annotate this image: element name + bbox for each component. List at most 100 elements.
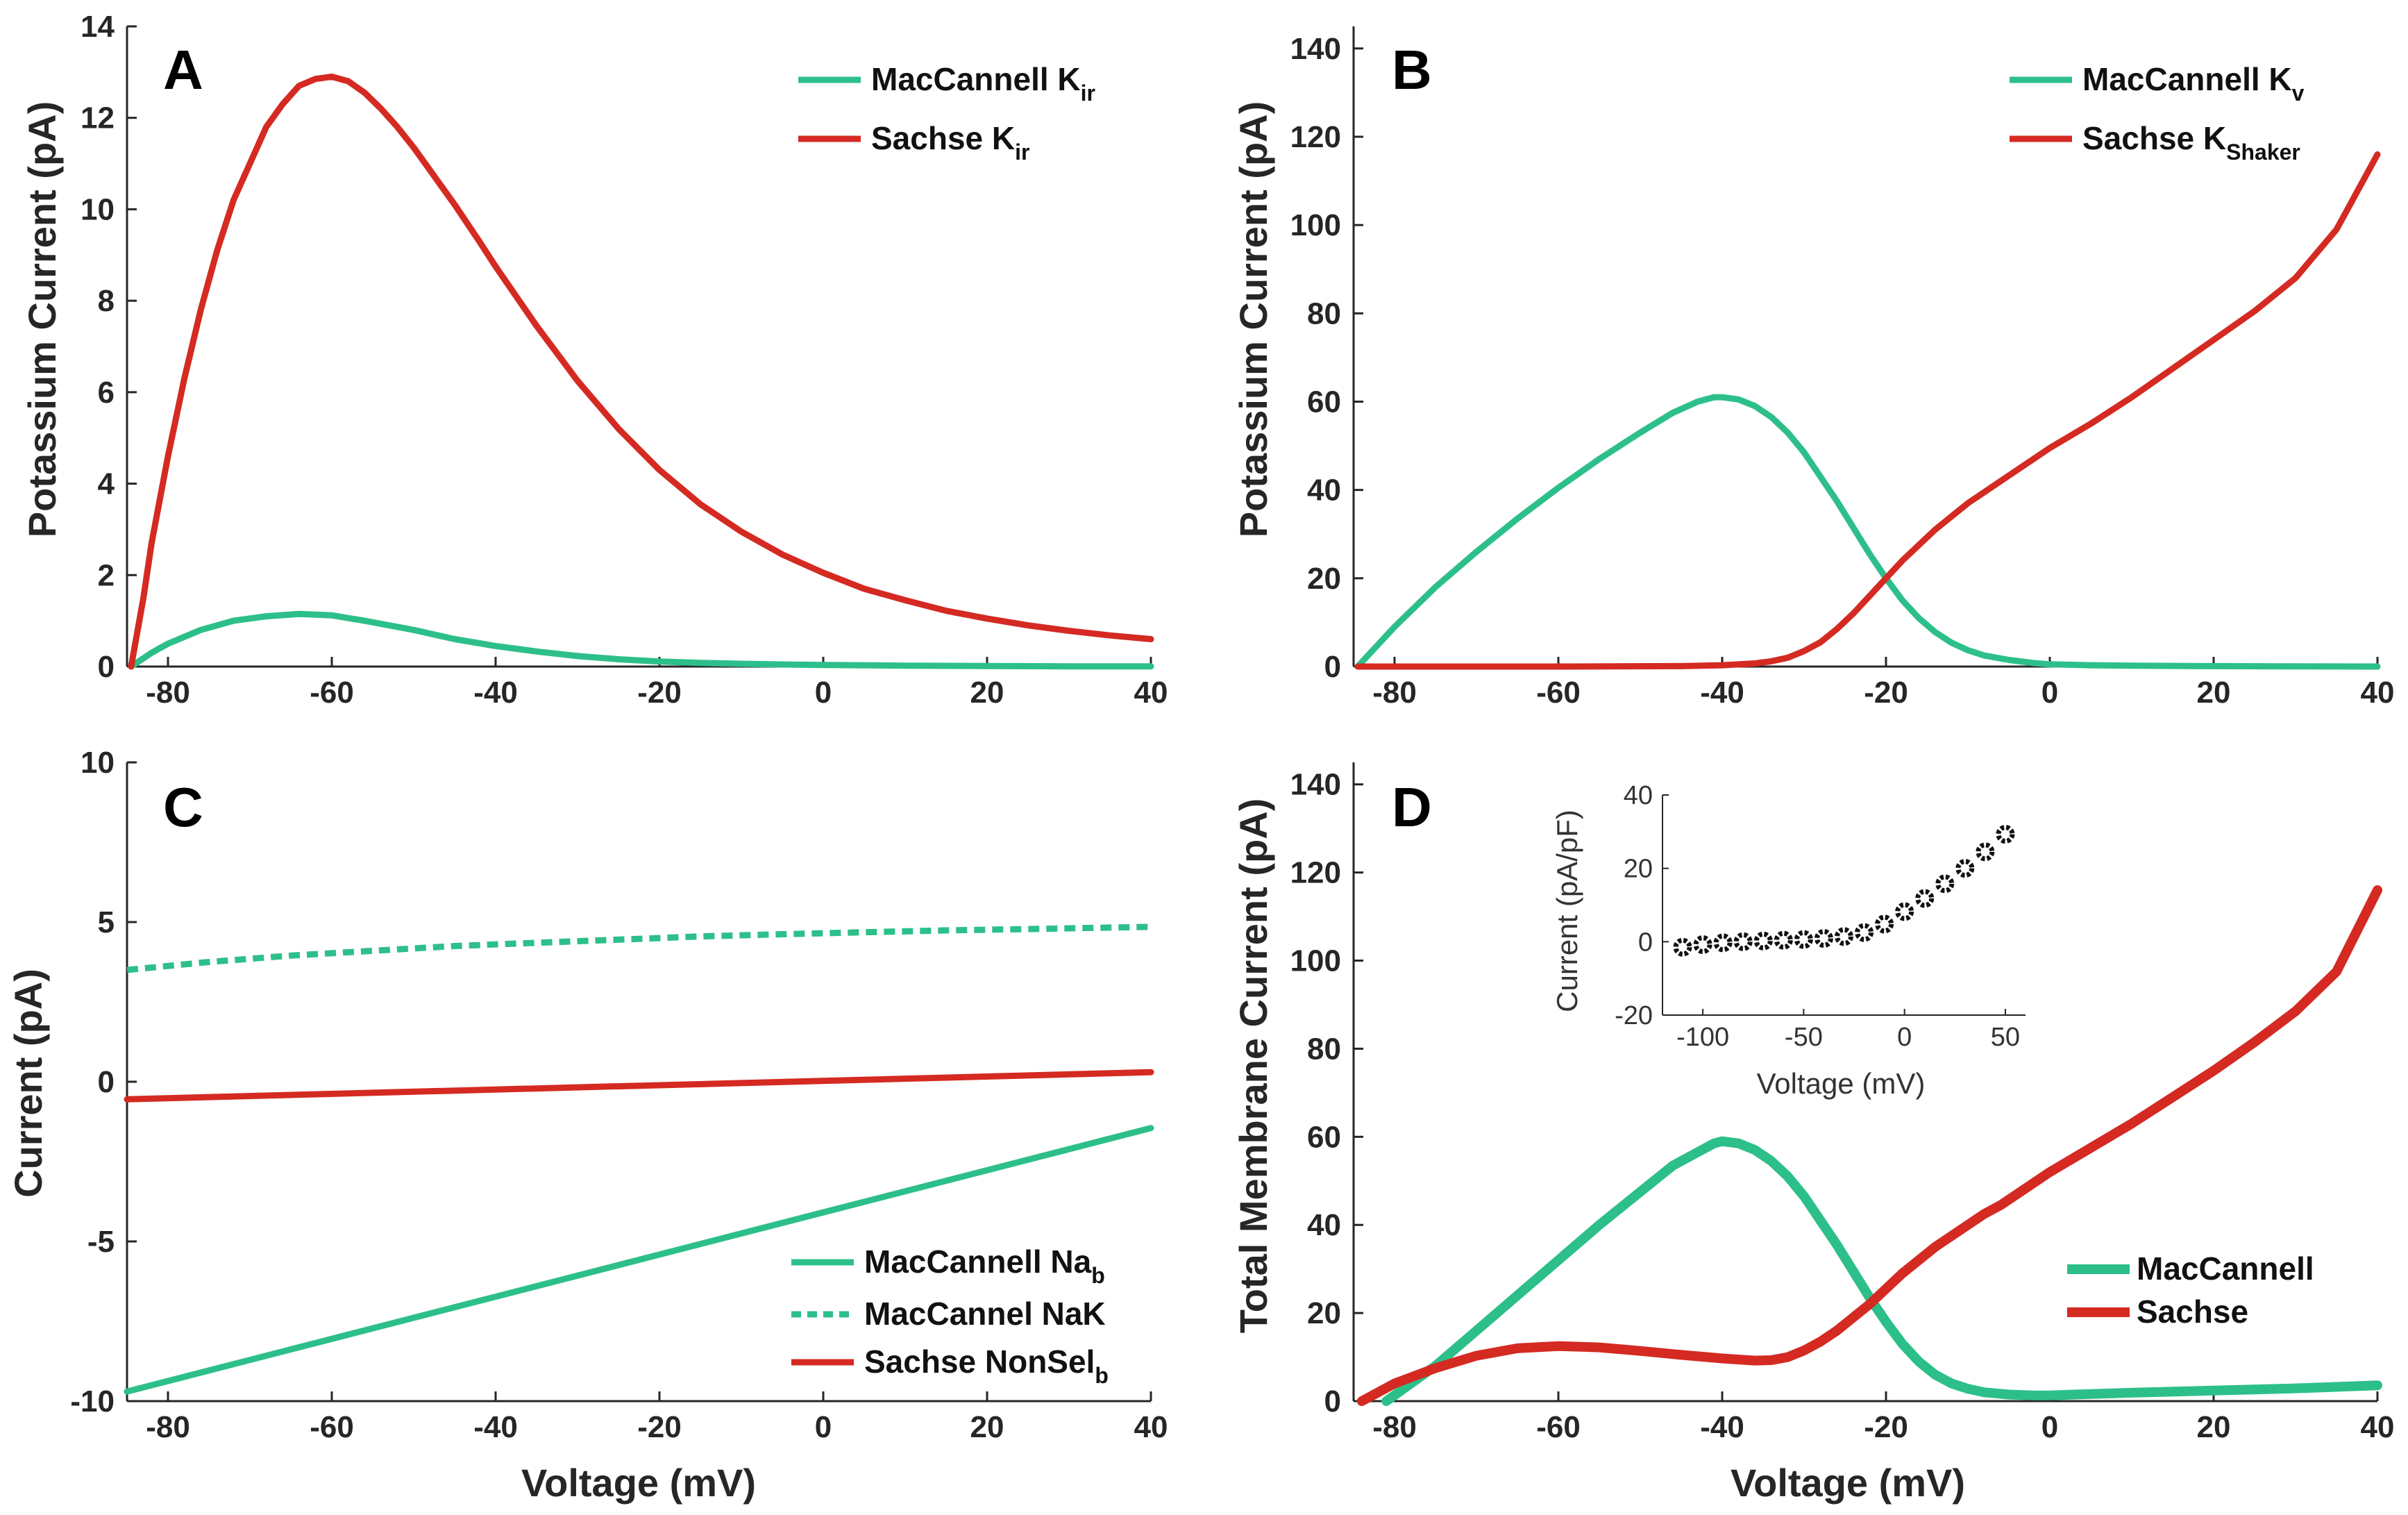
panel-d-inset-data-point (1835, 927, 1853, 946)
panel-a-y-tick-label: 14 (81, 10, 115, 44)
panel-d-inset-y-tick-label: 40 (1624, 781, 1653, 810)
panel-a-y-tick-label: 8 (98, 284, 115, 318)
panel-d-legend: MacCannell Sachse (2067, 1250, 2314, 1330)
panel-b-series-sachse-k-shaker-line (1354, 151, 2381, 670)
panel-a-y-tick-label: 12 (81, 101, 115, 135)
panel-d-x-tick-label: -20 (1864, 1410, 1908, 1444)
panel-d-inset-data-point (1915, 889, 1935, 908)
panel-d-inset-data-point (1774, 930, 1793, 950)
panel-c-y-axis-label: Current (pA) (6, 969, 50, 1198)
panel-d-y-tick-label: 20 (1307, 1296, 1341, 1330)
panel-d-inset-data-point (1875, 914, 1894, 934)
panel-d-inset-data-point (1895, 902, 1914, 921)
panel-b-legend-sachse: Sachse KShaker (2082, 120, 2300, 165)
panel-c-legend-maccannel-nak: MacCannel NaK (864, 1296, 1106, 1332)
panel-d-inset-data-point (1814, 929, 1833, 948)
panel-d-plot-area: -80 -60 -40 -20 0 20 40 0 20 40 60 80 100 120 140 (1290, 762, 2395, 1444)
panel-d-y-tick-label: 0 (1324, 1384, 1341, 1418)
panel-d: -80 -60 -40 -20 0 20 40 0 20 40 60 80 100 120 140 D To… (1231, 762, 2394, 1505)
panel-d-x-tick-label: -60 (1536, 1410, 1581, 1444)
panel-d-y-tick-label: 40 (1307, 1208, 1341, 1242)
panel-c-x-tick-label: -80 (146, 1410, 190, 1444)
panel-a-series-sachse-k-ir-line (128, 73, 1154, 670)
panel-d-y-tick-label: 100 (1290, 944, 1341, 978)
panel-a-x-tick-label: 0 (815, 676, 832, 710)
panel-d-inset-data-point (1976, 842, 1995, 862)
panel-d-y-tick-label: 120 (1290, 856, 1341, 890)
panel-a-legend-maccannell: MacCannell Kir (871, 61, 1095, 106)
panel-a-y-tick-label: 6 (98, 376, 115, 410)
panel-b-y-tick-label: 60 (1307, 385, 1341, 419)
panel-b-series-maccannell-k-v-line (1354, 394, 2381, 670)
panel-a-x-tick-label: 40 (1134, 676, 1168, 710)
panel-c-y-tick-label: 0 (98, 1065, 115, 1099)
panel-d-inset-data-point (1935, 874, 1955, 894)
panel-c-x-tick-label: -20 (637, 1410, 682, 1444)
panel-b-y-tick-label: 0 (1324, 650, 1341, 684)
panel-a-y-tick-label: 0 (98, 650, 115, 684)
panel-c-x-axis-label: Voltage (mV) (521, 1461, 756, 1505)
panel-d-legend-maccannell: MacCannell (2137, 1250, 2314, 1287)
panel-c-x-tick-label: -60 (310, 1410, 354, 1444)
panel-d-y-tick-label: 60 (1307, 1120, 1341, 1154)
panel-d-x-tick-label: -40 (1700, 1410, 1744, 1444)
panel-d-inset-x-tick-label: -50 (1785, 1023, 1823, 1052)
panel-b-x-tick-label: -80 (1372, 676, 1417, 710)
panel-b-x-tick-label: 20 (2197, 676, 2231, 710)
panel-d-inset-x-axis-label: Voltage (mV) (1757, 1067, 1926, 1100)
panel-d-inset-y-tick-label: 0 (1638, 928, 1653, 957)
panel-d-inset-plot-area: -100 -50 0 50 -20 0 20 40 (1615, 781, 2026, 1052)
panel-d-x-tick-label: 20 (2197, 1410, 2231, 1444)
panel-a-x-tick-label: 20 (970, 676, 1004, 710)
panel-d-x-tick-label: 40 (2361, 1410, 2395, 1444)
panel-d-legend-sachse: Sachse (2137, 1294, 2248, 1330)
panel-d-y-tick-label: 140 (1290, 768, 1341, 802)
panel-d-inset-y-tick-label: -20 (1615, 1001, 1653, 1030)
panel-c-legend: MacCannell Nab MacCannel NaK Sachse NonS… (791, 1244, 1109, 1388)
panel-d-inset-data-point (1996, 825, 2015, 844)
panel-b-x-tick-label: -60 (1536, 676, 1581, 710)
panel-d-inset-x-tick-label: 50 (1991, 1023, 2020, 1052)
panel-a-y-tick-label: 2 (98, 558, 115, 592)
panel-d-y-tick-label: 80 (1307, 1032, 1341, 1066)
panel-b-letter: B (1392, 39, 1432, 101)
panel-c-legend-maccannell-nab: MacCannell Nab (864, 1244, 1105, 1288)
panel-b-y-tick-label: 20 (1307, 562, 1341, 596)
panel-c-legend-sachse-nonselb: Sachse NonSelb (864, 1344, 1109, 1388)
panel-b-y-tick-label: 100 (1290, 208, 1341, 242)
panel-d-inset-data-point (1753, 931, 1773, 951)
panel-a-y-tick-label: 10 (81, 192, 115, 226)
panel-d-inset-y-tick-label: 20 (1624, 855, 1653, 884)
panel-a-letter: A (163, 39, 203, 101)
panel-a-plot-area: -80 -60 -40 -20 0 20 40 0 2 4 6 8 10 12 14 (81, 10, 1168, 710)
panel-a-legend-sachse: Sachse Kir (871, 120, 1029, 165)
panel-c-y-tick-label: -10 (70, 1384, 115, 1418)
panel-c-x-tick-label: 20 (970, 1410, 1004, 1444)
panel-d-x-tick-label: 0 (2041, 1410, 2058, 1444)
panel-d-inset-x-tick-label: 0 (1897, 1023, 1912, 1052)
panel-d-inset-data-point (1794, 930, 1813, 949)
panel-d-inset-data-point (1733, 932, 1753, 951)
panel-b-x-tick-label: -40 (1700, 676, 1744, 710)
panel-a-legend: MacCannell Kir Sachse Kir (798, 61, 1095, 165)
panel-d-inset-y-axis-label: Current (pA/pF) (1551, 810, 1583, 1012)
panel-d-inset-data-point (1955, 859, 1975, 878)
panel-c-x-tick-label: 0 (815, 1410, 832, 1444)
panel-b-y-tick-label: 80 (1307, 296, 1341, 330)
panel-a: -80 -60 -40 -20 0 20 40 0 2 4 6 8 10 12 14 A Potassium… (20, 10, 1168, 710)
panel-b-x-tick-label: -20 (1864, 676, 1908, 710)
panel-d-inset: -100 -50 0 50 -20 0 20 40 Current (pA/pF) Volta… (1551, 781, 2026, 1100)
panel-c-x-tick-label: -40 (473, 1410, 518, 1444)
panel-d-inset-data-point (1713, 933, 1733, 953)
panel-d-inset-x-tick-label: -100 (1676, 1023, 1729, 1052)
panel-b: -80 -60 -40 -20 0 20 40 0 20 40 60 80 100 120 140 B Po… (1231, 26, 2394, 710)
panel-d-inset-data-point (1693, 935, 1712, 955)
panel-d-inset-data-point (1673, 937, 1692, 957)
panel-d-x-tick-label: -80 (1372, 1410, 1417, 1444)
panel-d-x-axis-label: Voltage (mV) (1731, 1461, 1965, 1505)
panel-d-letter: D (1392, 776, 1432, 838)
panel-d-series-sachse-line (1356, 885, 2382, 1406)
panel-a-x-tick-label: -20 (637, 676, 682, 710)
panel-b-legend-maccannell: MacCannell Kv (2082, 61, 2305, 106)
